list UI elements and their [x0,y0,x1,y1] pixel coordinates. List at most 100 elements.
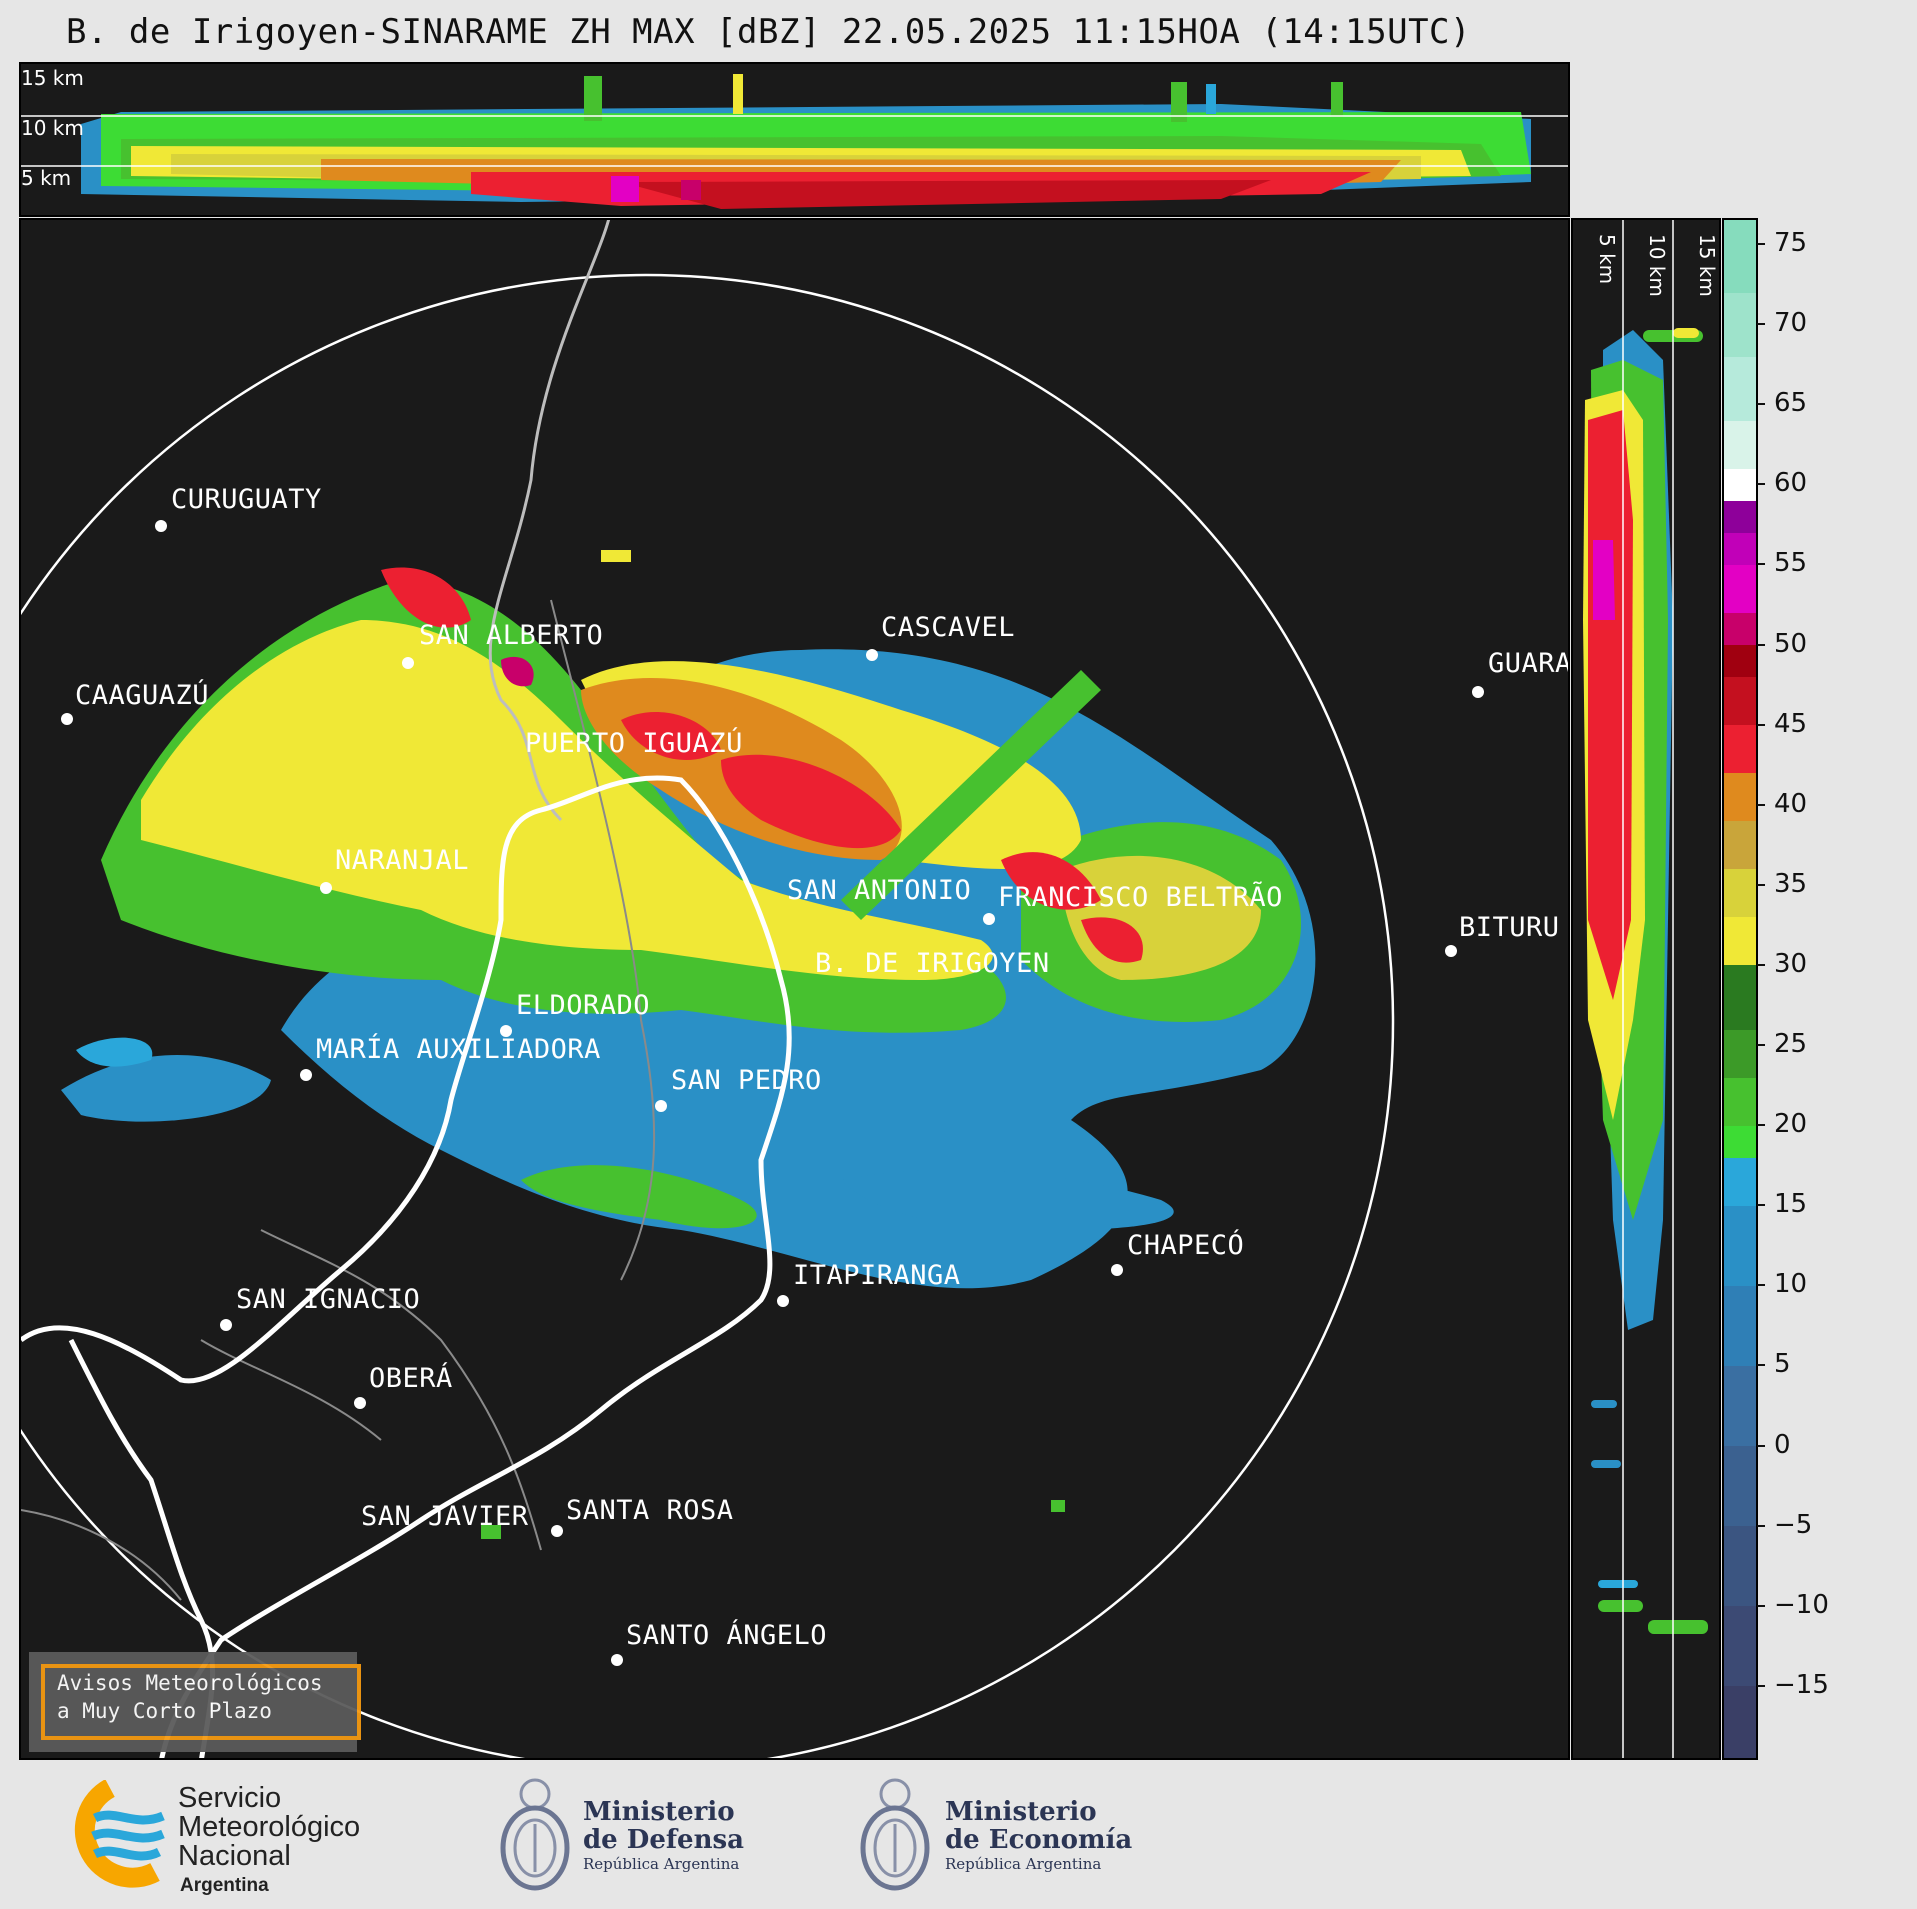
city-dot-obera [354,1397,366,1409]
colorbar-segment [1724,724,1756,774]
colorbar-segment [1724,1605,1756,1687]
city-dot-curuguaty [155,520,167,532]
colorbar-segment [1724,420,1756,469]
economia-line-2: de Economía [945,1825,1133,1855]
very-short-term-warnings-box[interactable]: Avisos Meteorológicos a Muy Corto Plazo [29,1652,361,1752]
side-cross-section-echo [1583,220,1708,1758]
city-label-maria-auxiliadora: MARÍA AUXILIADORA [316,1034,601,1065]
colorbar-tick-label: 5 [1757,1349,1791,1379]
colorbar-segment [1724,292,1756,357]
ministerio-economia-text: Ministerio de Economía República Argenti… [945,1798,1132,1874]
colorbar-segment [1724,1077,1756,1126]
city-dot-san-alberto [402,657,414,669]
colorbar-segment [1724,1205,1756,1286]
colorbar-tick-label: 0 [1757,1430,1791,1460]
city-label-santa-rosa: SANTA ROSA [566,1495,734,1526]
city-dot-caaguazu [61,713,73,725]
colorbar-segment [1724,220,1756,293]
city-label-guara: GUARA [1488,648,1570,679]
colorbar-segment [1724,964,1756,1030]
city-dot-eldorado [500,1025,512,1037]
colorbar-tick-label: 15 [1756,1189,1807,1219]
economia-line-3: República Argentina [945,1855,1102,1873]
colorbar-segment [1724,356,1756,421]
colorbar-tick-label: 65 [1756,388,1807,418]
colorbar-tick-label: 75 [1756,228,1807,258]
city-label-san-alberto: SAN ALBERTO [419,620,604,651]
colorbar-segment [1724,1445,1756,1527]
top-cross-section-echo [21,74,1568,209]
city-dot-guara [1472,686,1484,698]
city-dot-francisco-beltrao [983,913,995,925]
ministerio-defensa-text: Ministerio de Defensa República Argentin… [583,1798,744,1874]
dbz-colorbar [1722,218,1758,1760]
colorbar-segment [1724,820,1756,870]
city-label-puerto-iguazu: PUERTO IGUAZÚ [525,728,743,759]
city-label-san-antonio: SAN ANTONIO [787,875,972,906]
radar-map[interactable]: CURUGUATY SAN ALBERTO CASCAVEL CAAGUAZÚ … [19,218,1570,1760]
city-label-itapiranga: ITAPIRANGA [793,1260,961,1291]
colorbar-segment [1724,644,1756,678]
city-label-eldorado: ELDORADO [516,990,651,1021]
economia-line-1: Ministerio [945,1797,1097,1827]
city-dot-san-pedro [655,1100,667,1112]
altitude-label-10km: 10 km [21,116,84,140]
city-label-san-javier: SAN JAVIER [361,1501,529,1532]
smn-logo-icon [74,1780,165,1888]
colorbar-segment [1724,1029,1756,1078]
city-label-san-pedro: SAN PEDRO [671,1065,822,1096]
city-label-obera: OBERÁ [369,1363,453,1394]
city-dot-santa-rosa [551,1525,563,1537]
coat-of-arms-defensa-icon [500,1778,570,1891]
colorbar-segment [1724,1157,1756,1206]
top-cross-section-panel: 15 km 10 km 5 km [19,62,1570,217]
colorbar-segment [1724,1365,1756,1447]
colorbar-segment [1724,772,1756,822]
city-dot-chapeco [1111,1264,1123,1276]
side-altitude-label-5km: 5 km [1595,234,1619,285]
colorbar-tick-label: 55 [1756,548,1807,578]
colorbar-segment [1724,564,1756,613]
colorbar-segment [1724,532,1756,565]
colorbar-segment [1724,676,1756,726]
colorbar-tick-label: 70 [1756,308,1807,338]
colorbar-tick-label: −10 [1757,1590,1829,1620]
warnings-line-2: a Muy Corto Plazo [57,1699,272,1723]
city-dot-maria-auxiliadora [300,1069,312,1081]
colorbar-tick-label: 20 [1756,1109,1807,1139]
city-label-francisco-beltrao: FRANCISCO BELTRÃO [998,882,1283,913]
city-dot-cascavel [866,649,878,661]
colorbar-tick-label: 45 [1756,709,1807,739]
colorbar-tick-label: 25 [1756,1029,1807,1059]
colorbar-segment [1724,1125,1756,1158]
colorbar-tick-label: 50 [1756,629,1807,659]
warnings-link[interactable]: Avisos Meteorológicos a Muy Corto Plazo [41,1664,361,1740]
smn-line-4: Argentina [180,1875,269,1896]
side-cross-section-panel: 5 km 10 km 15 km [1571,218,1721,1760]
smn-line-2: Meteorológico [178,1811,361,1843]
footer: Servicio Meteorológico Nacional Argentin… [0,1762,1917,1909]
city-label-caaguazu: CAAGUAZÚ [75,680,210,711]
city-label-san-ignacio: SAN IGNACIO [236,1284,421,1315]
colorbar-segment [1724,468,1756,501]
smn-name: Servicio Meteorológico Nacional Argentin… [178,1784,360,1900]
map-title: B. de Irigoyen-SINARAME ZH MAX [dBZ] 22.… [66,12,1471,52]
city-label-santo-angelo: SANTO ÁNGELO [626,1620,828,1651]
city-dot-santo-angelo [611,1654,623,1666]
side-altitude-label-15km: 15 km [1695,234,1719,297]
colorbar-tick-label: 60 [1756,468,1807,498]
side-altitude-label-10km: 10 km [1645,234,1669,297]
colorbar-tick-label: 35 [1756,869,1807,899]
colorbar-tick-label: 30 [1756,949,1807,979]
smn-line-3: Nacional [178,1840,291,1872]
colorbar-segment [1724,1685,1756,1758]
colorbar-tick-label: 40 [1756,789,1807,819]
city-dot-itapiranga [777,1295,789,1307]
altitude-label-5km: 5 km [21,166,72,190]
defensa-line-3: República Argentina [583,1855,740,1873]
city-dot-san-ignacio [220,1319,232,1331]
city-label-bituru: BITURU [1459,912,1560,943]
colorbar-segment [1724,868,1756,918]
city-dot-bituru [1445,945,1457,957]
defensa-line-1: Ministerio [583,1797,735,1827]
